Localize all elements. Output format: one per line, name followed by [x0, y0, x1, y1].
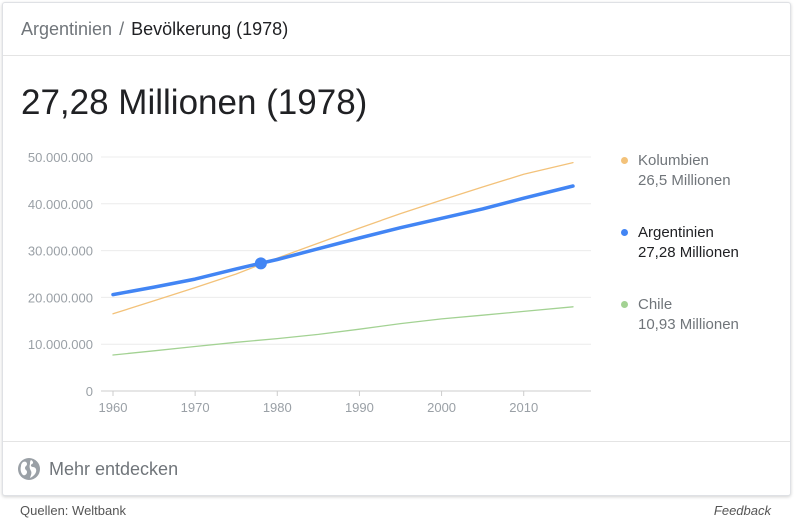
population-value: 27,28 Millionen (1978) — [21, 83, 368, 122]
y-tick-label: 50.000.000 — [28, 150, 93, 165]
series-line-kolumbien — [112, 161, 574, 315]
y-tick-label: 40.000.000 — [28, 197, 93, 212]
x-tick-label: 1960 — [99, 400, 128, 415]
population-card: Argentinien / Bevölkerung (1978) 27,28 M… — [2, 2, 791, 496]
explore-more-label: Mehr entdecken — [49, 458, 179, 479]
legend-item-chile[interactable]: Chile 10,93 Millionen — [621, 295, 791, 367]
legend-series-value: 10,93 Millionen — [638, 316, 739, 333]
legend-series-name: Chile — [638, 296, 673, 313]
legend-series-value: 26,5 Millionen — [638, 172, 731, 189]
x-tick-label: 2000 — [427, 400, 456, 415]
y-tick-label: 0 — [86, 384, 93, 399]
breadcrumb: Argentinien / Bevölkerung (1978) — [3, 3, 790, 56]
legend-dot — [621, 229, 628, 236]
x-tick-label: 1980 — [263, 400, 292, 415]
chart-legend: Kolumbien 26,5 Millionen Argentinien 27,… — [621, 151, 791, 367]
legend-series-value: 27,28 Millionen — [638, 244, 739, 261]
explore-more-button[interactable]: Mehr entdecken — [3, 441, 790, 496]
population-chart[interactable]: 0 10.000.000 20.000.000 30.000.000 40.000.00… — [3, 143, 603, 428]
breadcrumb-country[interactable]: Argentinien — [21, 18, 113, 39]
x-tick-label: 1990 — [345, 400, 374, 415]
x-tick-label: 1970 — [181, 400, 210, 415]
x-tick-label: 2010 — [509, 400, 538, 415]
y-tick-label: 20.000.000 — [28, 290, 93, 305]
legend-item-argentina[interactable]: Argentinien 27,28 Millionen — [621, 223, 791, 295]
y-tick-label: 30.000.000 — [28, 244, 93, 259]
breadcrumb-separator: / — [119, 18, 125, 39]
series-line-chile — [112, 306, 574, 356]
breadcrumb-page-title: Bevölkerung (1978) — [131, 18, 289, 39]
legend-series-name: Argentinien — [638, 224, 714, 241]
sources-label: Quellen: Weltbank — [20, 503, 126, 518]
legend-series-name: Kolumbien — [638, 152, 709, 169]
legend-dot — [621, 157, 628, 164]
feedback-link[interactable]: Feedback — [713, 503, 771, 518]
y-tick-label: 10.000.000 — [28, 337, 93, 352]
series-line-argentinien — [111, 184, 575, 297]
globe-icon — [18, 458, 40, 480]
legend-dot — [621, 301, 628, 308]
legend-item-colombia[interactable]: Kolumbien 26,5 Millionen — [621, 151, 791, 223]
highlight-point — [254, 257, 267, 270]
